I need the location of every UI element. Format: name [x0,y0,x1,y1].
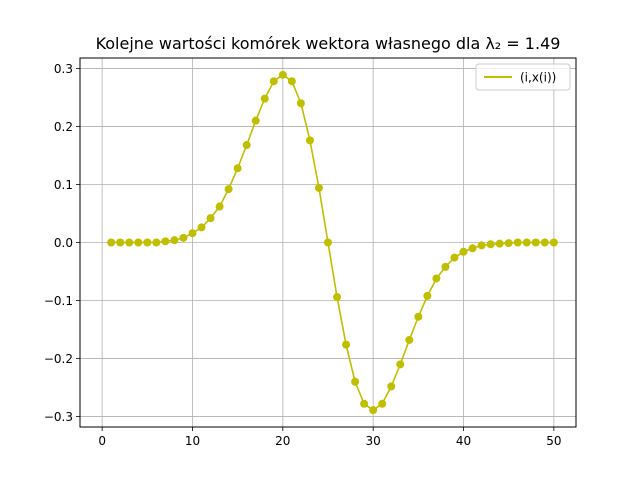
x-tick-label: 20 [275,434,290,448]
data-point [116,238,125,247]
data-point [468,244,477,253]
data-point [333,293,342,302]
axis-ticks: 0 10 20 30 40 50 −0.3 −0.2 −0.1 0.0 0.1 0.2 0.3 [44,62,562,448]
data-point [197,223,206,232]
data-point [495,239,504,248]
data-point [188,229,197,238]
data-point [260,94,269,103]
data-point [549,238,558,247]
data-point [540,238,549,247]
y-tick-label: 0.0 [54,236,73,250]
data-point [278,70,287,79]
x-tick-label: 50 [546,434,561,448]
data-point [441,262,450,271]
data-point [369,406,378,415]
data-point [396,360,405,369]
data-point [432,274,441,283]
y-tick-label: 0.2 [54,120,73,134]
data-point [414,312,423,321]
y-tick-label: −0.3 [44,410,73,424]
x-tick-label: 30 [366,434,381,448]
y-tick-label: 0.1 [54,178,73,192]
data-point [251,116,260,125]
data-point [513,238,522,247]
y-tick-label: −0.1 [44,294,73,308]
data-point [215,202,224,211]
data-point [296,99,305,108]
data-point [522,238,531,247]
data-point [450,253,459,262]
data-point [242,141,251,150]
data-point [378,399,387,408]
data-point [269,77,278,86]
data-point [486,240,495,249]
data-point [405,335,414,344]
data-point [387,382,396,391]
legend: (i,x(i)) [475,63,571,91]
data-point [477,241,486,250]
chart-title: Kolejne wartości komórek wektora własneg… [96,34,561,53]
data-point [161,237,170,246]
data-point [287,77,296,86]
y-tick-label: 0.3 [54,62,73,76]
data-point [170,236,179,245]
data-point [233,164,242,173]
data-point [152,238,161,247]
x-tick-label: 0 [98,434,106,448]
data-point [107,238,116,247]
x-tick-label: 10 [185,434,200,448]
series-markers [107,70,558,415]
data-point [504,239,513,248]
data-point [459,247,468,256]
data-point [351,377,360,386]
data-point [324,238,332,247]
data-point [360,399,369,408]
data-point [206,214,215,223]
data-point [224,185,233,194]
data-point [423,291,432,300]
x-tick-label: 40 [456,434,471,448]
data-point [134,238,143,247]
data-point [179,233,188,242]
data-point [305,136,314,145]
y-tick-label: −0.2 [44,352,73,366]
data-point [314,183,323,192]
data-point [143,238,152,247]
legend-box [475,63,571,91]
data-point [125,238,134,247]
data-point [531,238,540,247]
data-point [342,340,351,349]
legend-label: (i,x(i)) [520,71,556,85]
